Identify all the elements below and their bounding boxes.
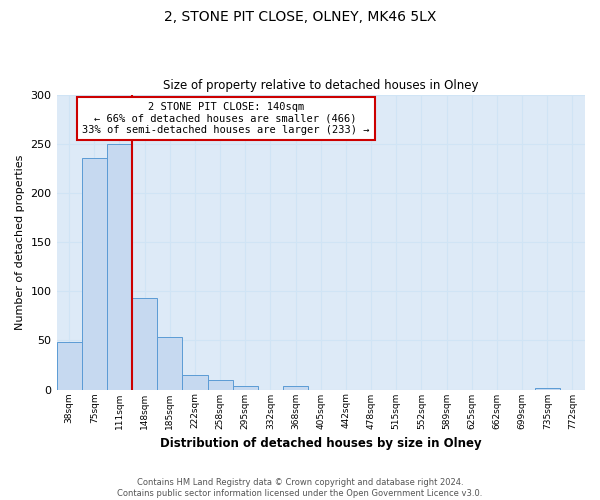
Bar xyxy=(535,388,560,390)
Bar xyxy=(283,386,308,390)
Text: 2 STONE PIT CLOSE: 140sqm
← 66% of detached houses are smaller (466)
33% of semi: 2 STONE PIT CLOSE: 140sqm ← 66% of detac… xyxy=(82,102,370,135)
Y-axis label: Number of detached properties: Number of detached properties xyxy=(15,154,25,330)
Bar xyxy=(157,338,182,390)
Bar xyxy=(56,342,82,390)
Bar xyxy=(233,386,258,390)
Bar xyxy=(107,144,132,390)
Title: Size of property relative to detached houses in Olney: Size of property relative to detached ho… xyxy=(163,79,479,92)
Bar xyxy=(208,380,233,390)
Bar xyxy=(132,298,157,390)
Text: 2, STONE PIT CLOSE, OLNEY, MK46 5LX: 2, STONE PIT CLOSE, OLNEY, MK46 5LX xyxy=(164,10,436,24)
Bar xyxy=(82,158,107,390)
Text: Contains HM Land Registry data © Crown copyright and database right 2024.
Contai: Contains HM Land Registry data © Crown c… xyxy=(118,478,482,498)
X-axis label: Distribution of detached houses by size in Olney: Distribution of detached houses by size … xyxy=(160,437,482,450)
Bar xyxy=(182,375,208,390)
